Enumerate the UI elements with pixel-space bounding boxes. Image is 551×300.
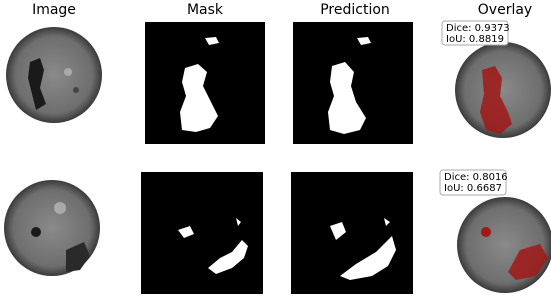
dice-label: Dice: 0.9373	[446, 23, 510, 34]
iou-label: IoU: 0.6687	[444, 183, 502, 194]
figure: Image Mask Prediction Overlay Dice: 0.93…	[0, 0, 551, 300]
dice-label: Dice: 0.8016	[444, 172, 508, 183]
row: Dice: 0.9373 IoU: 0.8819	[6, 21, 551, 144]
iou-label: IoU: 0.8819	[446, 34, 504, 45]
sun-image	[4, 180, 100, 276]
mask-image	[141, 172, 263, 294]
column-title: Mask	[187, 2, 224, 18]
row: Dice: 0.8016 IoU: 0.6687	[4, 170, 551, 294]
overlay-image	[457, 197, 551, 293]
column-title: Prediction	[320, 2, 390, 18]
column-title: Image	[32, 2, 76, 18]
overlay-image	[455, 42, 551, 138]
sun-image	[6, 27, 102, 123]
column-title: Overlay	[478, 2, 532, 18]
